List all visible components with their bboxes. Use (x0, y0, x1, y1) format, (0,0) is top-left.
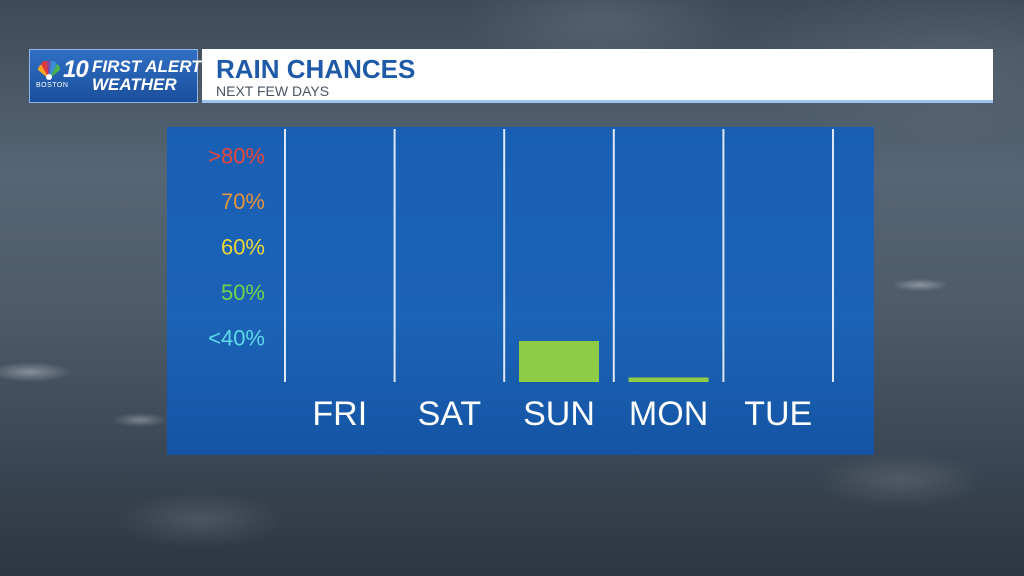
category-label: SUN (523, 395, 595, 433)
y-tick-label: 50% (221, 280, 265, 305)
page-subtitle: NEXT FEW DAYS (216, 83, 330, 99)
y-tick-label: >80% (208, 143, 265, 168)
rain-bar (628, 377, 709, 382)
brand-line-1: FIRST ALERT (92, 57, 202, 76)
title-bar: RAIN CHANCES NEXT FEW DAYS (202, 49, 993, 103)
category-label: MON (629, 395, 708, 433)
channel-number: 10 (63, 56, 89, 83)
rain-bar (519, 341, 599, 382)
y-tick-label: 60% (221, 234, 265, 259)
category-label: TUE (744, 395, 812, 433)
peacock-icon (38, 60, 61, 80)
chart-panel: <40% 50% 60% 70% >80% FRI SAT SUN MON TUE (167, 127, 874, 455)
brand-line-2: WEATHER (92, 75, 177, 94)
y-tick-label: 70% (221, 189, 265, 214)
category-label: SAT (418, 395, 482, 433)
station-logo: 10 BOSTON FIRST ALERT WEATHER (29, 49, 202, 103)
y-tick-label: <40% (208, 325, 265, 350)
station-city: BOSTON (36, 82, 69, 89)
category-label: FRI (312, 395, 367, 433)
page-title: RAIN CHANCES (216, 54, 416, 84)
rain-chance-chart: <40% 50% 60% 70% >80% FRI SAT SUN MON TUE (208, 129, 834, 433)
